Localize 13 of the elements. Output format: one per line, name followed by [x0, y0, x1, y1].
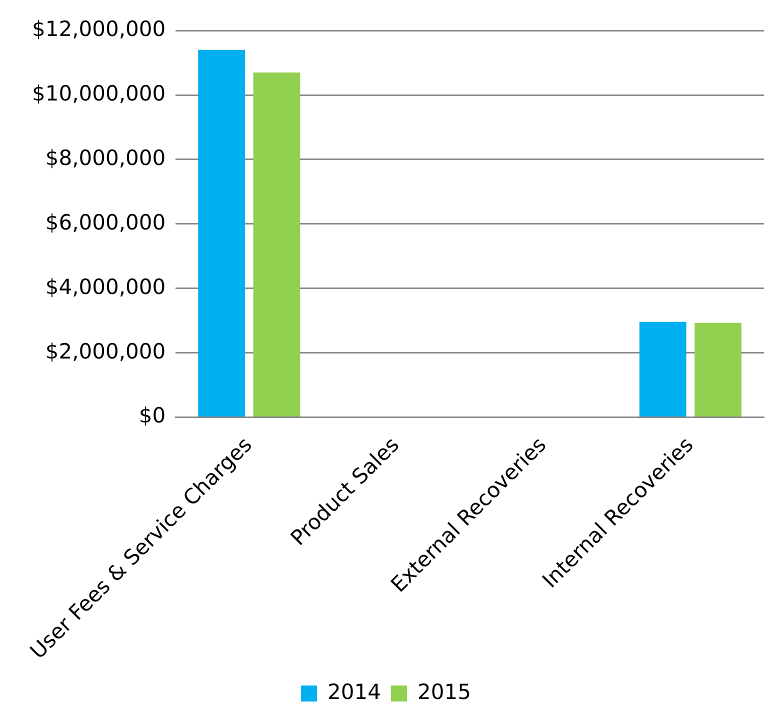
- y-tick-label: $0: [138, 404, 166, 428]
- bar: [639, 322, 686, 416]
- bar: [694, 322, 742, 416]
- bar: [198, 50, 246, 416]
- bar: [253, 72, 300, 416]
- y-tick-label: $4,000,000: [45, 274, 166, 299]
- legend-label: 2015: [418, 680, 471, 704]
- y-tick-label: $10,000,000: [32, 81, 166, 106]
- legend-label: 2014: [328, 680, 382, 704]
- y-tick-label: $8,000,000: [45, 146, 166, 170]
- y-tick-label: $12,000,000: [32, 17, 166, 42]
- y-tick-label: $6,000,000: [45, 210, 166, 234]
- y-tick-label: $2,000,000: [45, 339, 166, 364]
